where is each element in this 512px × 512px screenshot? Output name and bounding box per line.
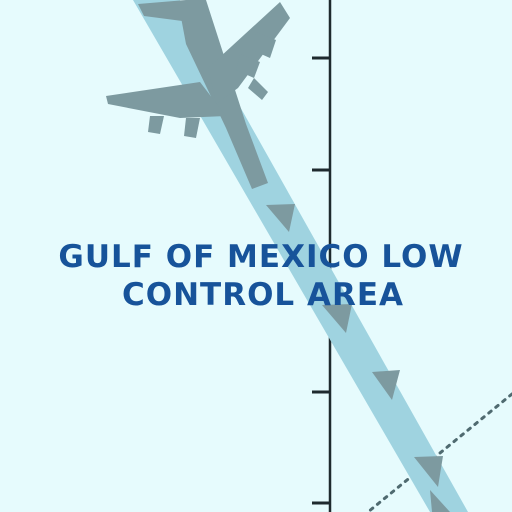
route-arrow-icon — [372, 370, 400, 400]
control-area-label-line-2: CONTROL AREA — [122, 277, 404, 313]
airplane-icon — [106, 0, 290, 189]
dotted-boundary-line — [366, 392, 512, 512]
route-arrow-icon — [414, 456, 443, 487]
control-area-label-line-1: GULF OF MEXICO LOW — [58, 239, 464, 275]
route-arrow-icon — [322, 304, 352, 333]
route-arrow-icon — [430, 490, 450, 512]
route-arrow-icon — [266, 204, 295, 232]
route-arrows — [266, 204, 450, 512]
